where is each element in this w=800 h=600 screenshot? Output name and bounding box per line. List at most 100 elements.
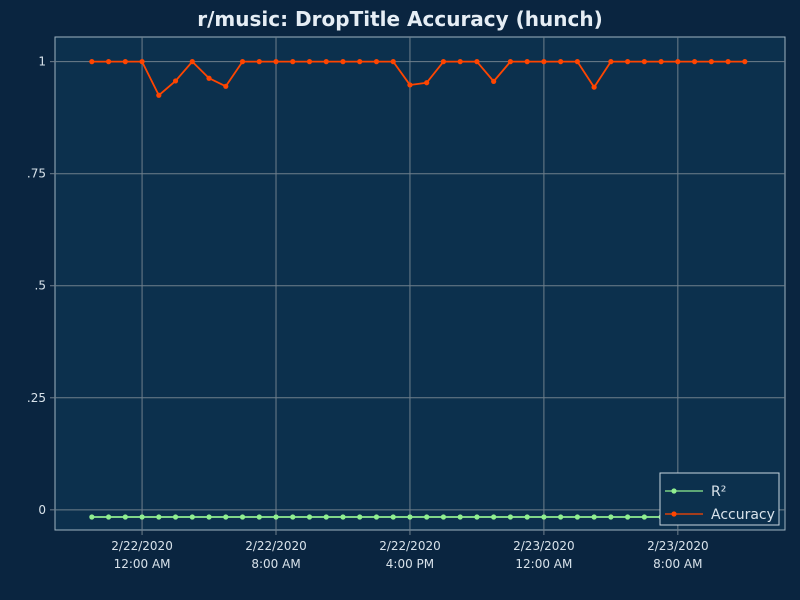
- x-tick-label-date: 2/23/2020: [513, 539, 575, 553]
- y-tick-label: .25: [27, 391, 46, 405]
- data-point-r2: [558, 514, 564, 520]
- data-point-r2: [273, 514, 279, 520]
- data-point-accuracy: [323, 59, 329, 65]
- series-accuracy: [89, 59, 748, 98]
- data-point-r2: [172, 514, 179, 520]
- data-point-r2: [625, 514, 631, 520]
- data-point-r2: [306, 514, 313, 520]
- data-point-r2: [239, 514, 246, 520]
- data-point-accuracy: [574, 59, 580, 65]
- data-point-r2: [457, 514, 463, 520]
- data-point-accuracy: [491, 78, 497, 84]
- data-point-accuracy: [641, 59, 647, 65]
- data-point-accuracy: [172, 78, 179, 84]
- legend-r2-marker: [671, 488, 677, 494]
- series-line-accuracy: [91, 60, 745, 97]
- series-layer: [89, 59, 748, 520]
- x-tick-label-time: 12:00 AM: [515, 557, 572, 571]
- data-point-accuracy: [139, 59, 145, 65]
- data-point-accuracy: [507, 59, 514, 65]
- data-point-r2: [574, 514, 580, 520]
- data-point-accuracy: [725, 59, 731, 65]
- data-point-r2: [591, 514, 597, 520]
- legend-accuracy-label: Accuracy: [711, 507, 775, 523]
- chart-title: r/music: DropTitle Accuracy (hunch): [197, 7, 603, 31]
- data-point-r2: [256, 514, 262, 520]
- x-tick-label-date: 2/23/2020: [647, 539, 709, 553]
- data-point-accuracy: [457, 59, 463, 65]
- legend-r2-label: R²: [711, 484, 726, 500]
- plot-area: [54, 36, 786, 531]
- data-point-r2: [541, 514, 547, 520]
- data-point-accuracy: [474, 59, 480, 65]
- data-point-accuracy: [675, 59, 681, 65]
- legend: R² Accuracy: [659, 472, 780, 526]
- data-point-r2: [223, 514, 229, 520]
- data-point-accuracy: [206, 75, 212, 81]
- data-point-accuracy: [256, 59, 262, 65]
- legend-accuracy-marker: [671, 511, 677, 517]
- data-point-r2: [524, 514, 530, 520]
- x-axis-ticks: 2/22/2020 12:00 AM 2/22/2020 8:00 AM 2/22/20…: [111, 530, 709, 571]
- data-point-accuracy: [340, 59, 346, 65]
- data-point-r2: [390, 514, 396, 520]
- x-tick-label-date: 2/22/2020: [111, 539, 173, 553]
- data-point-accuracy: [407, 82, 413, 88]
- data-point-r2: [373, 514, 380, 520]
- data-point-accuracy: [357, 59, 363, 65]
- grid-lines: [55, 37, 785, 530]
- data-point-accuracy: [273, 59, 279, 65]
- data-point-r2: [139, 514, 145, 520]
- data-point-accuracy: [156, 92, 162, 98]
- data-point-accuracy: [608, 59, 614, 65]
- data-point-r2: [424, 514, 430, 520]
- x-tick-label-time: 4:00 PM: [386, 557, 434, 571]
- x-tick-label-time: 8:00 AM: [251, 557, 300, 571]
- y-tick-label: .75: [27, 167, 46, 181]
- data-point-accuracy: [239, 59, 246, 65]
- data-point-r2: [340, 514, 346, 520]
- data-point-r2: [105, 514, 112, 520]
- data-point-r2: [156, 514, 162, 520]
- data-point-accuracy: [373, 59, 380, 65]
- x-tick-label-date: 2/22/2020: [379, 539, 441, 553]
- legend-box: [659, 472, 780, 526]
- data-point-r2: [189, 514, 195, 520]
- data-point-accuracy: [541, 59, 547, 65]
- y-tick-label: 0: [38, 503, 46, 517]
- data-point-r2: [357, 514, 363, 520]
- data-point-accuracy: [105, 59, 112, 65]
- data-point-accuracy: [591, 84, 597, 90]
- data-point-accuracy: [558, 59, 564, 65]
- data-point-accuracy: [691, 59, 698, 65]
- x-tick-label-time: 12:00 AM: [114, 557, 171, 571]
- data-point-r2: [89, 514, 95, 520]
- data-point-accuracy: [625, 59, 631, 65]
- y-tick-label: .5: [35, 279, 46, 293]
- data-point-r2: [407, 514, 413, 520]
- data-point-r2: [491, 514, 497, 520]
- data-point-accuracy: [122, 59, 128, 65]
- data-point-r2: [507, 514, 514, 520]
- data-point-r2: [122, 514, 128, 520]
- data-point-r2: [474, 514, 480, 520]
- data-point-r2: [323, 514, 329, 520]
- y-axis-ticks: 0 .25 .5 .75 1: [27, 55, 55, 517]
- data-point-accuracy: [658, 59, 664, 65]
- data-point-r2: [608, 514, 614, 520]
- data-point-accuracy: [223, 83, 229, 89]
- data-point-r2: [440, 514, 447, 520]
- data-point-accuracy: [440, 59, 447, 65]
- data-point-r2: [206, 514, 212, 520]
- x-tick-label-date: 2/22/2020: [245, 539, 307, 553]
- data-point-accuracy: [390, 59, 396, 65]
- data-point-accuracy: [524, 59, 530, 65]
- data-point-accuracy: [742, 59, 748, 65]
- x-tick-label-time: 8:00 AM: [653, 557, 702, 571]
- y-tick-label: 1: [38, 55, 46, 69]
- data-point-r2: [641, 514, 647, 520]
- data-point-accuracy: [89, 59, 95, 65]
- data-point-accuracy: [306, 59, 313, 65]
